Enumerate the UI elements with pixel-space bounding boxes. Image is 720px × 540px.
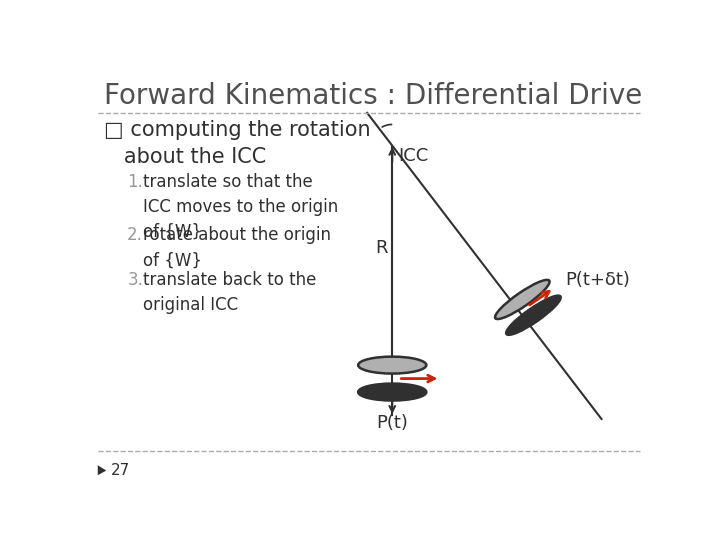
Ellipse shape <box>358 383 426 401</box>
Text: 2.: 2. <box>127 226 143 245</box>
Text: 1.: 1. <box>127 173 143 191</box>
Ellipse shape <box>358 356 426 374</box>
Text: □ computing the rotation
   about the ICC: □ computing the rotation about the ICC <box>104 120 371 167</box>
Text: Forward Kinematics : Differential Drive: Forward Kinematics : Differential Drive <box>104 82 642 110</box>
Text: P(t): P(t) <box>377 414 408 431</box>
Text: R: R <box>375 239 387 257</box>
Polygon shape <box>98 465 107 475</box>
Text: rotate about the origin
of {W}: rotate about the origin of {W} <box>143 226 330 269</box>
Text: translate so that the
ICC moves to the origin
of {W}: translate so that the ICC moves to the o… <box>143 173 338 241</box>
Text: 3.: 3. <box>127 271 143 289</box>
Text: translate back to the
original ICC: translate back to the original ICC <box>143 271 316 314</box>
Ellipse shape <box>495 280 549 319</box>
Text: 27: 27 <box>111 463 130 478</box>
Text: ICC: ICC <box>398 147 428 165</box>
Ellipse shape <box>506 295 561 335</box>
Text: P(t+δt): P(t+δt) <box>565 272 630 289</box>
